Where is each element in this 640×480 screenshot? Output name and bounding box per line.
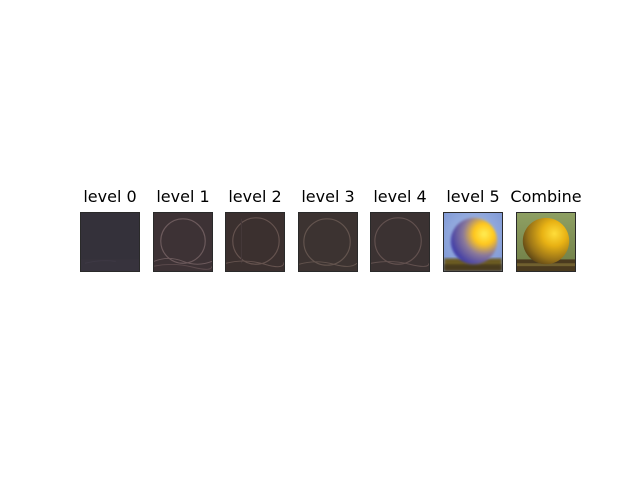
panel-title: level 4 [373,187,427,206]
panel-title: Combine [510,187,582,206]
level-5-image [443,212,503,272]
panel-level-5: level 5 [442,186,504,276]
panel-title: level 1 [156,187,210,206]
panel-combine: Combine [510,186,582,276]
combine-image [516,212,576,272]
panel-title: level 2 [228,187,282,206]
level-4-image [370,212,430,272]
panel-level-4: level 4 [369,186,431,276]
panel-level-1: level 1 [152,186,214,276]
panel-title: level 0 [83,187,137,206]
level-1-image [153,212,213,272]
panel-level-0: level 0 [79,186,141,276]
panel-level-3: level 3 [297,186,359,276]
level-0-image [80,212,140,272]
level-2-image [225,212,285,272]
level-3-image [298,212,358,272]
panel-title: level 3 [301,187,355,206]
panel-title: level 5 [446,187,500,206]
panel-level-2: level 2 [224,186,286,276]
